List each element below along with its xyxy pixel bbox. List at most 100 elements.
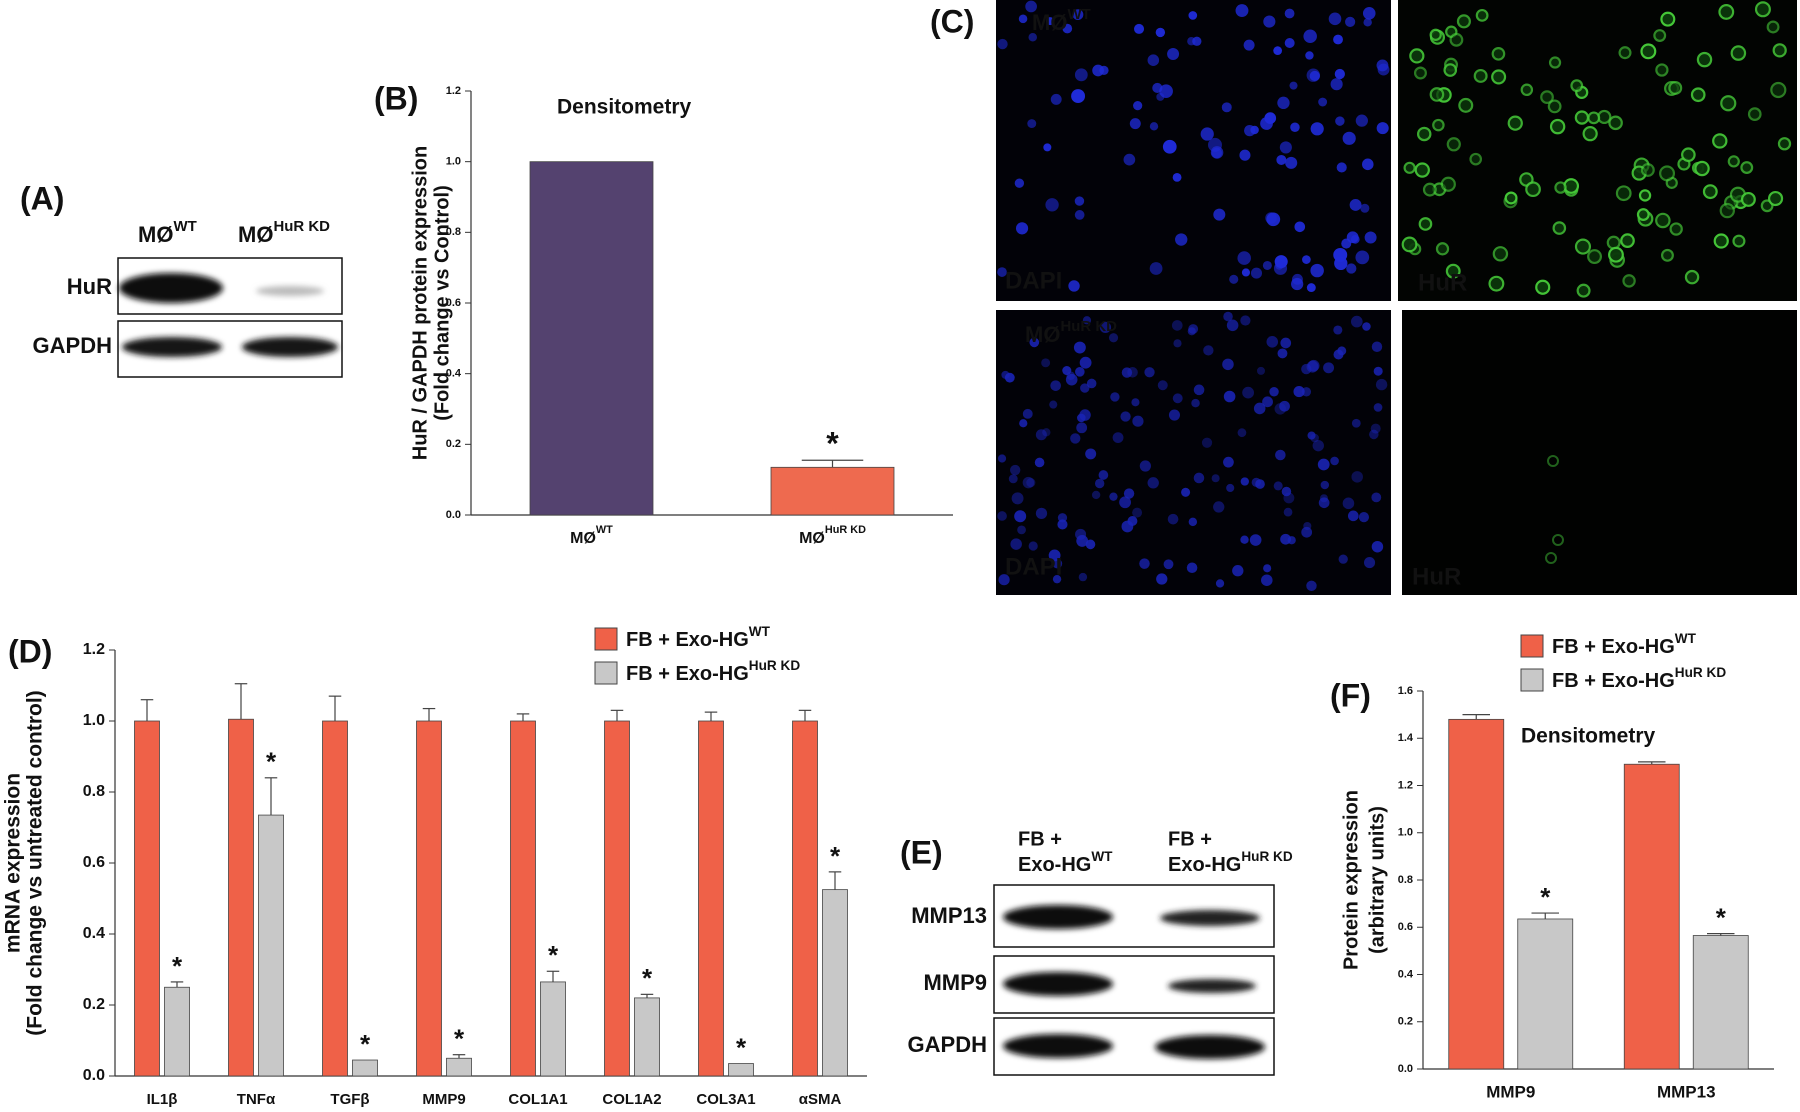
nucleus <box>1079 356 1092 369</box>
error-bar <box>828 871 842 890</box>
cell <box>1702 184 1718 200</box>
cell <box>1727 155 1740 168</box>
cell <box>1653 29 1667 42</box>
significance: * <box>830 841 841 871</box>
y-tick-label: 0.4 <box>1398 968 1414 980</box>
nucleus <box>1242 386 1255 399</box>
nucleus <box>1098 470 1109 480</box>
cell <box>1403 161 1416 174</box>
nucleus <box>1132 507 1143 518</box>
legend-swatch <box>1520 668 1544 692</box>
nucleus <box>1283 507 1293 517</box>
cell <box>1416 126 1432 142</box>
x-tick-label: MØWT <box>570 524 613 547</box>
nucleus <box>1350 315 1363 328</box>
cell <box>1608 246 1624 263</box>
cell <box>1606 235 1621 250</box>
nucleus <box>1317 458 1330 471</box>
nucleus <box>1152 82 1163 94</box>
cell <box>1535 279 1551 295</box>
x-tick-label-sup: WT <box>596 524 613 536</box>
legend-swatch <box>594 661 618 685</box>
nucleus <box>1280 337 1292 349</box>
cell <box>1684 269 1700 285</box>
nucleus <box>1345 16 1356 27</box>
bar <box>164 986 190 1077</box>
cell <box>1587 111 1601 125</box>
cell <box>1669 222 1683 236</box>
nucleus <box>1112 432 1124 444</box>
nucleus <box>1167 513 1179 525</box>
nucleus <box>1376 59 1389 72</box>
row-label: GAPDH <box>33 333 112 358</box>
cell <box>1712 133 1728 149</box>
nucleus <box>1108 333 1119 343</box>
nucleus <box>1243 39 1255 51</box>
legend-label: FB + Exo-HGWT <box>1552 631 1697 659</box>
nucleus <box>1065 373 1078 386</box>
bar <box>1623 763 1680 1070</box>
y-tick-label: 1.0 <box>1398 827 1413 839</box>
nucleus <box>1085 539 1096 550</box>
nucleus <box>1213 501 1225 513</box>
nucleus <box>1266 336 1279 348</box>
nucleus <box>1050 380 1061 391</box>
nucleus <box>1342 131 1356 145</box>
blot-band <box>1003 972 1113 996</box>
bar <box>540 981 566 1077</box>
error-bar <box>640 993 654 998</box>
significance: * <box>1540 882 1551 912</box>
nucleus <box>1312 439 1324 452</box>
nucleus <box>1360 203 1370 213</box>
column-label: FB + <box>1168 828 1212 850</box>
nucleus <box>1334 68 1345 80</box>
nucleus <box>1355 250 1370 265</box>
nucleus <box>1074 68 1088 82</box>
legend-label-main: FB + Exo-HG <box>626 629 749 651</box>
nucleus <box>1251 477 1261 487</box>
nucleus <box>1253 402 1266 415</box>
nucleus <box>1072 9 1084 21</box>
nucleus <box>1157 380 1168 391</box>
cell <box>1443 63 1458 77</box>
y-tick-label: 0.0 <box>446 509 461 521</box>
cell <box>1719 202 1735 219</box>
nucleus <box>1048 549 1061 562</box>
nucleus <box>1110 392 1120 402</box>
cell <box>1548 56 1562 69</box>
nucleus <box>1335 116 1345 126</box>
nucleus <box>1338 554 1348 564</box>
nucleus <box>1293 385 1305 398</box>
error-bar <box>546 970 560 982</box>
nucleus <box>1121 520 1134 533</box>
legend-label: FB + Exo-HGHuR KD <box>626 658 800 686</box>
nucleus <box>1014 178 1025 188</box>
nucleus <box>1028 33 1037 42</box>
legend-label-sup: HuR KD <box>1675 665 1727 680</box>
nucleus <box>1156 92 1165 101</box>
cell <box>1618 46 1632 60</box>
bar <box>792 720 818 1077</box>
nucleus <box>1291 277 1304 291</box>
nucleus <box>1076 422 1088 434</box>
y-tick-label: 0.4 <box>83 925 105 942</box>
cell <box>1681 147 1696 163</box>
nucleus <box>1123 488 1135 499</box>
nucleus <box>1283 492 1295 504</box>
cell <box>1446 137 1461 152</box>
cell <box>1458 97 1474 113</box>
nucleus <box>1080 383 1090 393</box>
nucleus <box>1373 403 1383 412</box>
nucleus <box>1351 471 1363 483</box>
cell <box>1747 107 1762 121</box>
significance: * <box>826 426 839 462</box>
column-label-main: MØ <box>238 222 273 247</box>
nucleus <box>1211 474 1220 483</box>
cell <box>1622 274 1636 288</box>
nucleus <box>1109 492 1118 501</box>
error-bar <box>264 777 278 816</box>
nucleus <box>997 454 1007 463</box>
bar <box>322 720 348 1077</box>
nucleus <box>1022 408 1033 419</box>
nucleus <box>1240 535 1249 544</box>
